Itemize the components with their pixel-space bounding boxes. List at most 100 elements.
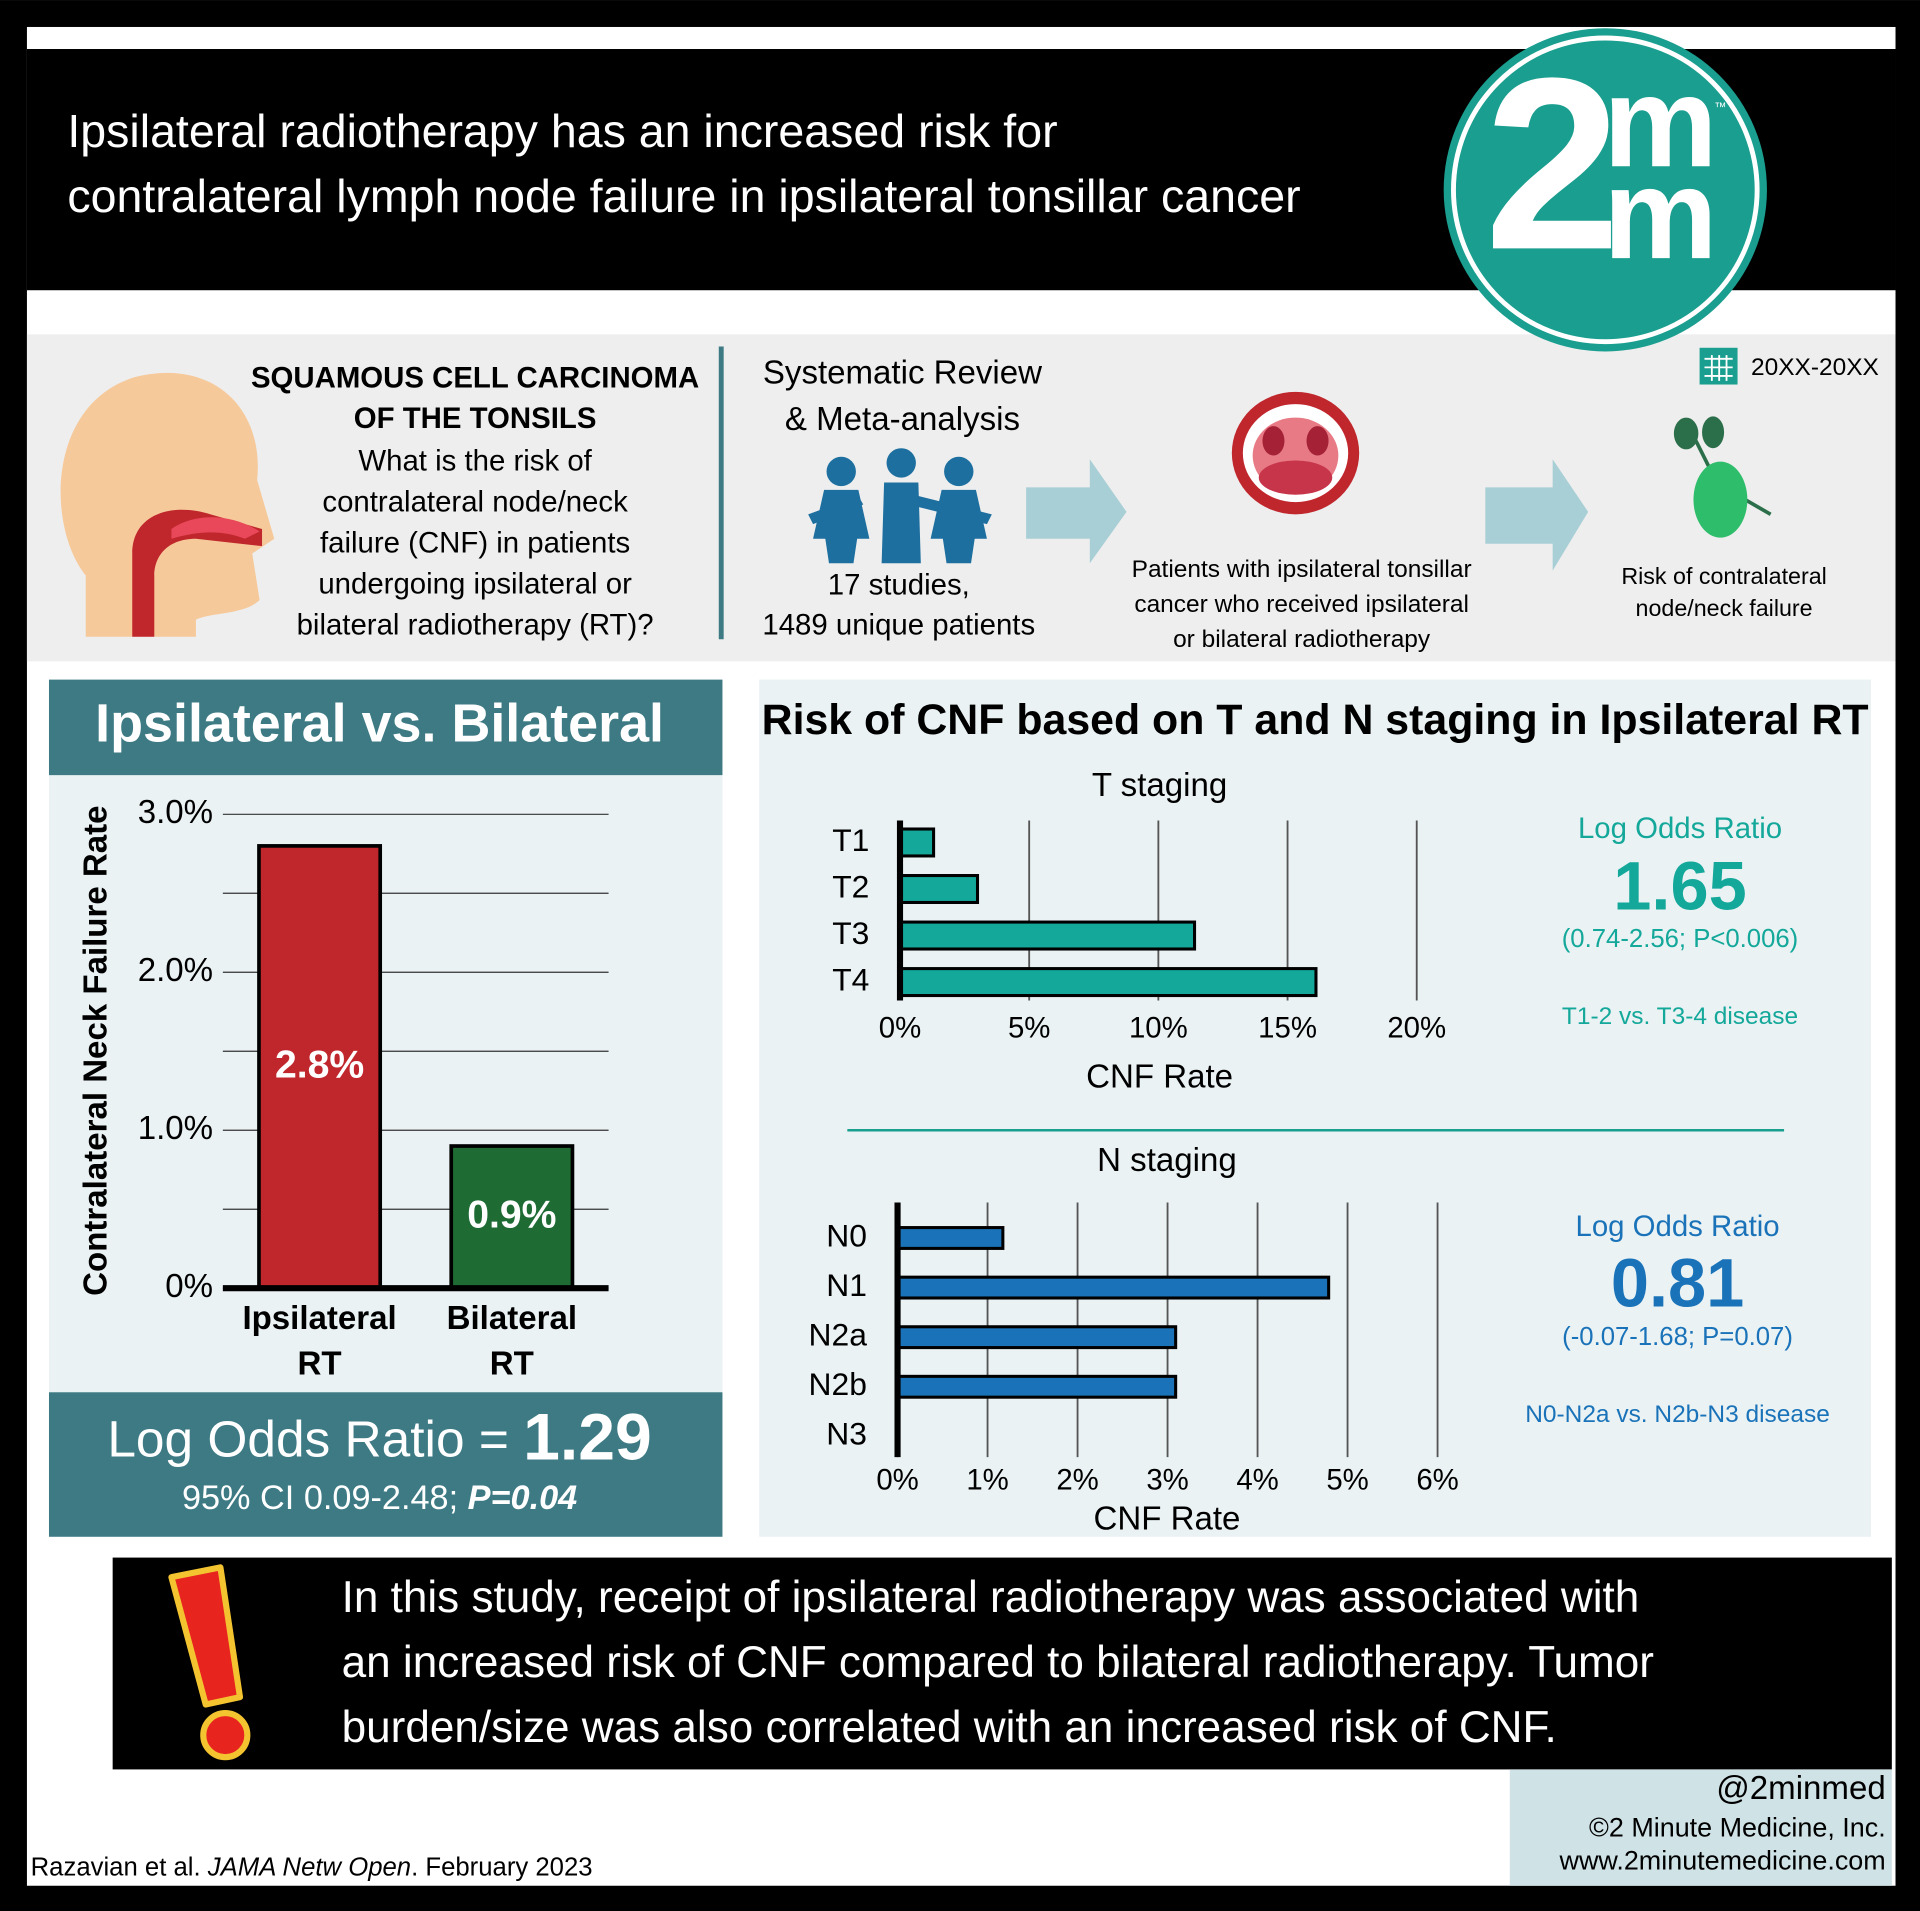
question-line: contralateral node/neck: [322, 486, 628, 519]
x-tick-label: 20%: [1387, 1012, 1446, 1045]
citation-journal: JAMA Netw Open: [207, 1853, 411, 1881]
patients-line: or bilateral radiotherapy: [1173, 626, 1431, 653]
confidence-interval: 95% CI 0.09-2.48; P=0.04: [182, 1479, 577, 1517]
question-line: failure (CNF) in patients: [320, 527, 630, 560]
x-tick-label: Bilateral RT: [447, 1300, 577, 1382]
y-tick-label: 3.0%: [138, 794, 213, 831]
y-tick-label: 1.0%: [138, 1110, 213, 1147]
arrow: [1026, 459, 1127, 564]
y-tick-label: N0: [826, 1217, 867, 1253]
logo-digit: 2: [1485, 26, 1621, 300]
y-tick-label: N2a: [809, 1317, 868, 1353]
stats-label: Log Odds Ratio: [1578, 812, 1782, 845]
stats-value: 0.81: [1611, 1244, 1744, 1321]
mouth-tongue: [1258, 460, 1333, 495]
value-label: 2.8%: [275, 1043, 364, 1086]
odds-ratio-label: Log Odds Ratio =: [107, 1409, 509, 1467]
x-tick-label: 4%: [1236, 1463, 1278, 1496]
stats-comparison: T1-2 vs. T3-4 disease: [1562, 1003, 1798, 1030]
logo-circle: [1443, 28, 1767, 352]
logo-m: m: [1603, 143, 1717, 286]
person-head: [886, 448, 916, 478]
question-line: undergoing ipsilateral or: [318, 568, 632, 601]
person-arms: [808, 495, 992, 525]
x-tick-label: 1%: [966, 1463, 1008, 1496]
website: www.2minutemedicine.com: [1559, 1846, 1886, 1876]
throat-icon: [132, 509, 263, 637]
bar: [898, 827, 936, 858]
head-icon: [60, 372, 275, 637]
chart-title: T staging: [1092, 767, 1227, 804]
y-tick-label: T3: [832, 915, 869, 951]
calendar-grid: [1704, 355, 1733, 381]
question-heading: OF THE TONSILS: [354, 402, 597, 435]
x-tick-label: 2%: [1056, 1463, 1098, 1496]
conclusion-box: [112, 1557, 1892, 1770]
y-tick-label: T1: [832, 822, 869, 858]
x-tick-label: Ipsilateral RT: [242, 1300, 396, 1382]
conclusion-line: In this study, receipt of ipsilateral ra…: [342, 1573, 1640, 1622]
stats-value: 1.65: [1613, 848, 1746, 925]
handle: @2minmed: [1716, 1770, 1885, 1807]
patients-line: Patients with ipsilateral tonsillar: [1132, 556, 1472, 583]
arrow: [1485, 459, 1589, 571]
stats-comparison: N0-N2a vs. N2b-N3 disease: [1525, 1401, 1830, 1428]
bar: [896, 1374, 1178, 1399]
alert-dot: [200, 1710, 251, 1761]
citation-authors: Razavian et al.: [31, 1853, 208, 1881]
question-heading: SQUAMOUS CELL CARCINOMA: [251, 361, 699, 394]
x-axis-label: CNF Rate: [1093, 1501, 1240, 1538]
x-tick-label: 5%: [1008, 1012, 1050, 1045]
title-line: contralateral lymph node failure in ipsi…: [67, 170, 1300, 222]
outcome-line: Risk of contralateral: [1621, 563, 1826, 589]
conclusion-line: an increased risk of CNF compared to bil…: [342, 1638, 1654, 1687]
tonsil: [1262, 426, 1285, 456]
logo-trademark: ™: [1714, 100, 1726, 114]
bar: [898, 920, 1197, 951]
chart-title: N staging: [1097, 1142, 1237, 1179]
logo-ring: [1451, 35, 1760, 345]
y-tick-label: N2b: [809, 1366, 867, 1402]
panel-title: Ipsilateral vs. Bilateral: [95, 694, 664, 754]
x-tick-label: 10%: [1129, 1012, 1188, 1045]
node-icon: [1693, 461, 1748, 538]
tongue-icon: [171, 517, 260, 539]
bar: [896, 1226, 1005, 1250]
method-line: Systematic Review: [763, 354, 1042, 391]
value-label: 0.9%: [467, 1193, 556, 1236]
x-tick-label: 0%: [876, 1463, 918, 1496]
outcome-line: node/neck failure: [1636, 595, 1813, 621]
node-icon: [1673, 417, 1699, 450]
logo-m: m: [1603, 51, 1717, 194]
ci: 95% CI 0.09-2.48;: [182, 1479, 458, 1517]
y-tick-label: N1: [826, 1267, 867, 1303]
x-axis-label: CNF Rate: [1086, 1059, 1233, 1096]
stats-ci: (0.74-2.56; P<0.006): [1562, 925, 1799, 953]
odds-ratio-value: 1.29: [523, 1401, 652, 1475]
x-tick-label: 5%: [1326, 1463, 1368, 1496]
y-tick-label: T2: [832, 868, 869, 904]
bar: [898, 967, 1318, 998]
y-axis-label: Contralateral Neck Failure Rate: [78, 805, 115, 1295]
studies-line: 17 studies,: [828, 568, 970, 601]
y-tick-label: T4: [832, 961, 869, 997]
conclusion-line: burden/size was also correlated with an …: [342, 1703, 1557, 1752]
comparison-footer: [48, 1392, 723, 1537]
date-range: 20XX-20XX: [1751, 354, 1879, 381]
method-line: & Meta-analysis: [785, 401, 1020, 438]
person-body: [881, 482, 921, 564]
x-tick-label: 6%: [1416, 1463, 1458, 1496]
odds-ratio: Log Odds Ratio = 1.29: [107, 1401, 651, 1475]
citation-date: . February 2023: [411, 1853, 592, 1881]
patients-line: cancer who received ipsilateral: [1134, 591, 1469, 618]
y-tick-label: 2.0%: [138, 952, 213, 989]
citation: Razavian et al. JAMA Netw Open. February…: [31, 1853, 593, 1881]
x-tick-label: 3%: [1146, 1463, 1188, 1496]
staging-title: Risk of CNF based on T and N staging in …: [762, 696, 1869, 744]
comparison-header: [48, 679, 723, 776]
x-tick-label: 0%: [879, 1012, 921, 1045]
person-head: [944, 456, 974, 487]
p-value: P=0.04: [468, 1479, 578, 1517]
